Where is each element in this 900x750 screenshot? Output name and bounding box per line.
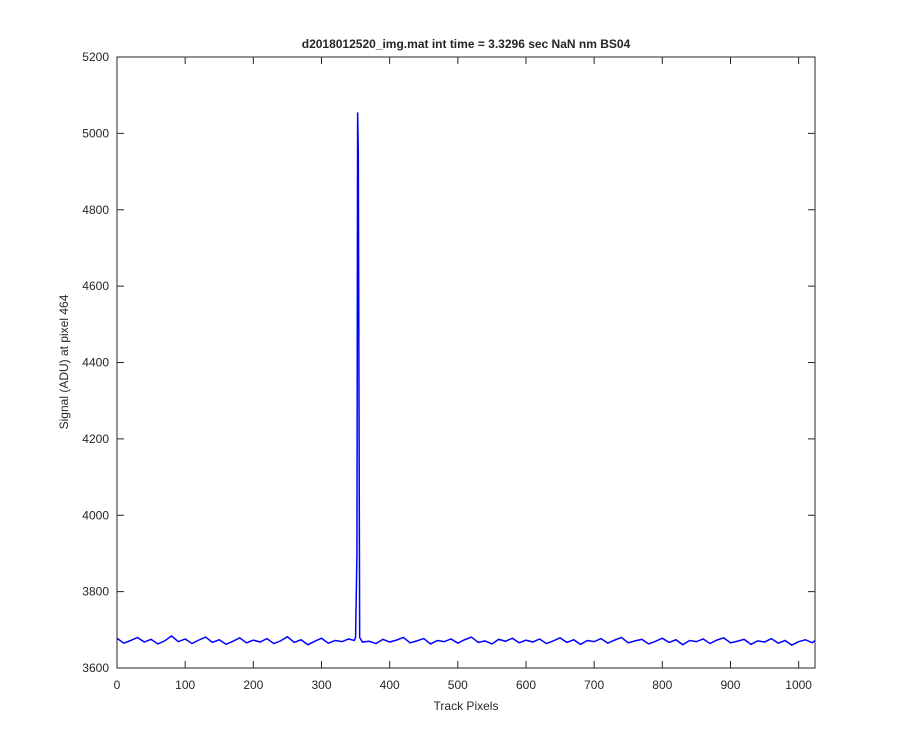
y-tick-label: 3800 xyxy=(82,585,109,599)
x-tick-label: 700 xyxy=(584,678,604,692)
x-tick-label: 500 xyxy=(448,678,468,692)
x-tick-label: 300 xyxy=(311,678,331,692)
y-tick-label: 5000 xyxy=(82,126,109,140)
x-tick-label: 1000 xyxy=(785,678,812,692)
x-axis-label: Track Pixels xyxy=(434,699,499,713)
x-tick-label: 200 xyxy=(243,678,263,692)
y-tick-label: 4000 xyxy=(82,508,109,522)
x-tick-label: 600 xyxy=(516,678,536,692)
y-tick-label: 4200 xyxy=(82,432,109,446)
x-tick-label: 800 xyxy=(652,678,672,692)
x-tick-label: 400 xyxy=(380,678,400,692)
y-axis-label: Signal (ADU) at pixel 464 xyxy=(57,294,71,429)
plot-frame xyxy=(116,56,816,669)
y-tick-label: 4600 xyxy=(82,279,109,293)
chart-title: d2018012520_img.mat int time = 3.3296 se… xyxy=(302,37,631,51)
x-tick-label: 900 xyxy=(720,678,740,692)
data-line xyxy=(116,112,816,646)
y-tick-label: 3600 xyxy=(82,661,109,675)
y-tick-label: 4800 xyxy=(82,203,109,217)
x-tick-label: 0 xyxy=(114,678,121,692)
x-tick-label: 100 xyxy=(175,678,195,692)
y-tick-label: 4400 xyxy=(82,356,109,370)
y-tick-label: 5200 xyxy=(82,50,109,64)
